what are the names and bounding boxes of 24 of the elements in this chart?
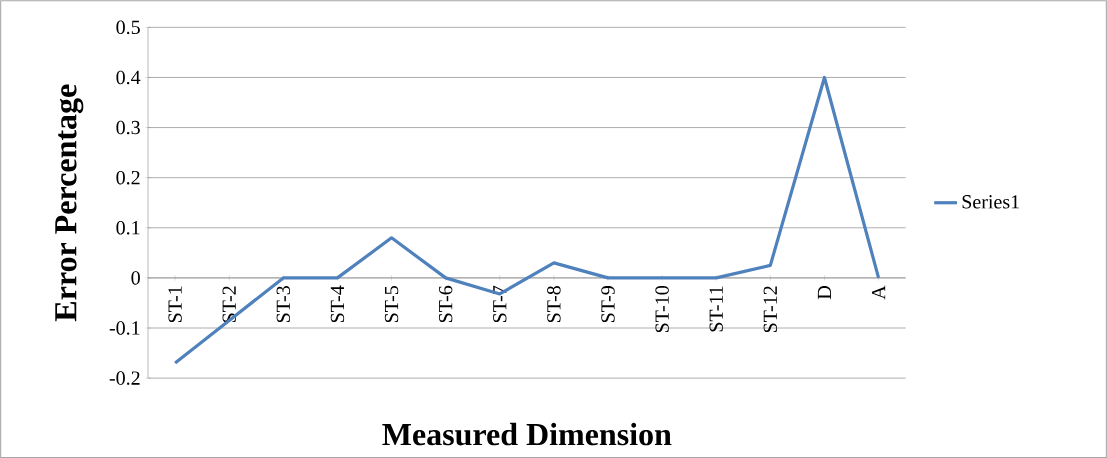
y-tick-label: -0.1 <box>109 321 140 335</box>
y-tick-label: 0.5 <box>116 20 140 35</box>
x-tick-label: A <box>871 285 886 300</box>
x-tick-label: D <box>817 286 832 300</box>
y-tick-label: -0.2 <box>109 371 140 385</box>
x-tick-label: ST-9 <box>601 286 615 323</box>
y-tick-label: 0 <box>131 271 140 285</box>
y-tick-label: 0.2 <box>116 170 140 185</box>
y-tick-label: 0.1 <box>116 220 140 235</box>
x-tick-label: ST-1 <box>168 286 182 323</box>
x-tick-label: ST-8 <box>547 285 561 323</box>
x-axis-title: Measured Dimension <box>382 422 672 446</box>
y-tick-label: 0.4 <box>116 70 141 85</box>
x-tick-label: ST-11 <box>709 286 723 332</box>
x-tick-label: ST-10 <box>655 285 669 333</box>
x-tick-label: ST-12 <box>763 286 778 333</box>
x-tick-label: ST-3 <box>276 285 291 323</box>
x-tick-label: ST-2 <box>222 286 236 323</box>
y-axis-title: Error Percentage <box>55 84 84 322</box>
y-tick-label: 0.3 <box>116 120 140 135</box>
x-tick-label: ST-4 <box>330 285 345 323</box>
x-tick-label: ST-6 <box>438 285 453 323</box>
legend-label: Series1 <box>962 195 1019 209</box>
x-tick-label: ST-5 <box>384 285 399 323</box>
